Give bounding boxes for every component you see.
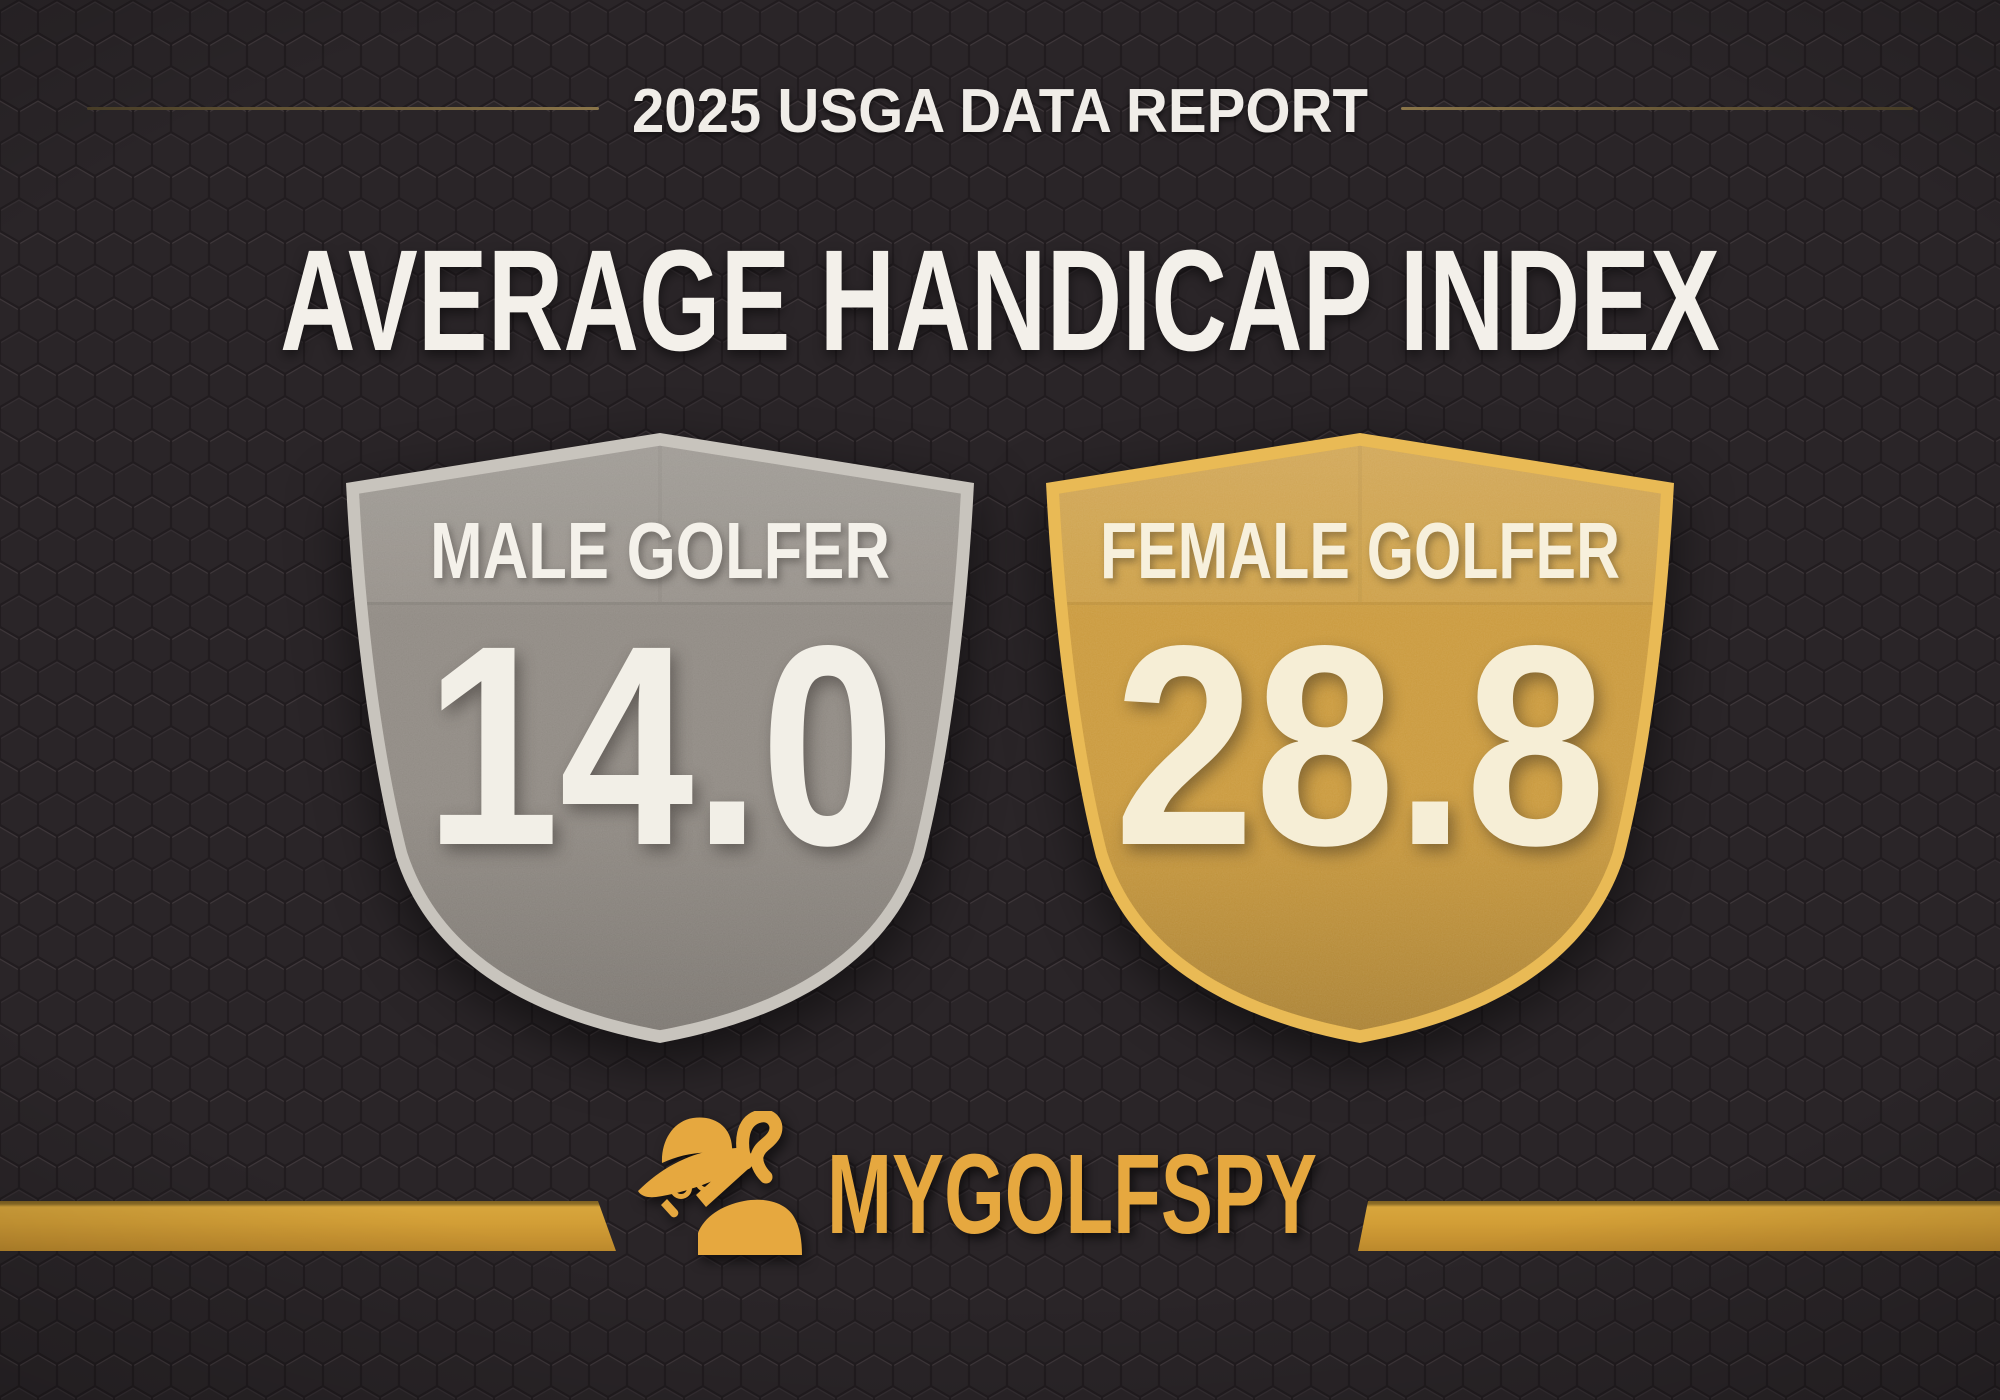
female-badge-value: 28.8 — [1114, 587, 1606, 905]
female-badge-label: FEMALE GOLFER — [1100, 506, 1620, 595]
page-title: AVERAGE HANDICAP INDEX — [280, 220, 1720, 381]
report-kicker-text: 2025 USGA DATA REPORT — [632, 77, 1368, 146]
spy-detective-icon — [638, 1111, 802, 1255]
brand-wordmark-text: MYGOLFSPY — [827, 1136, 1317, 1256]
report-kicker: 2025 USGA DATA REPORT — [632, 77, 1368, 146]
female-badge-shield: FEMALE GOLFER 28.8 — [1046, 433, 1674, 1043]
footer-ribbon-left — [0, 1201, 616, 1251]
male-badge-label: MALE GOLFER — [430, 506, 890, 595]
page-title-text: AVERAGE HANDICAP INDEX — [280, 220, 1720, 381]
brand-wordmark: MYGOLFSPY — [827, 1136, 1317, 1256]
male-badge-shield: MALE GOLFER 14.0 — [346, 433, 974, 1043]
male-badge-value: 14.0 — [425, 587, 895, 905]
footer-ribbon-right — [1358, 1201, 2000, 1251]
